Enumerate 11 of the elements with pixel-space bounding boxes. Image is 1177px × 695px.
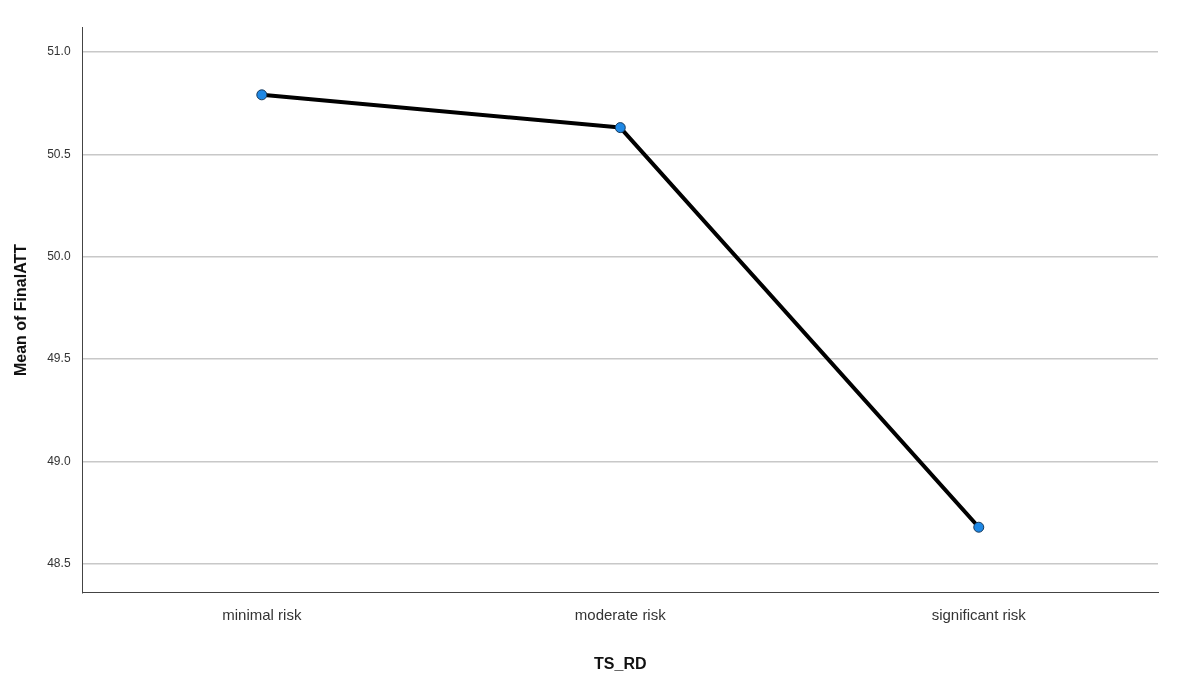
x-tick-label: minimal risk (222, 605, 302, 623)
y-tick-label: 49.0 (47, 453, 71, 468)
x-axis-title: TS_RD (594, 654, 647, 672)
y-tick-label: 50.5 (47, 146, 71, 161)
y-tick-label: 49.5 (47, 351, 71, 366)
x-tick-label: significant risk (931, 605, 1027, 623)
y-axis-title: Mean of FinalATT (12, 243, 30, 377)
y-tick-label: 50.0 (47, 249, 71, 264)
y-tick-label: 51.0 (47, 44, 71, 59)
x-tick-label: moderate risk (574, 605, 667, 623)
y-tick-label: 48.5 (47, 556, 71, 571)
